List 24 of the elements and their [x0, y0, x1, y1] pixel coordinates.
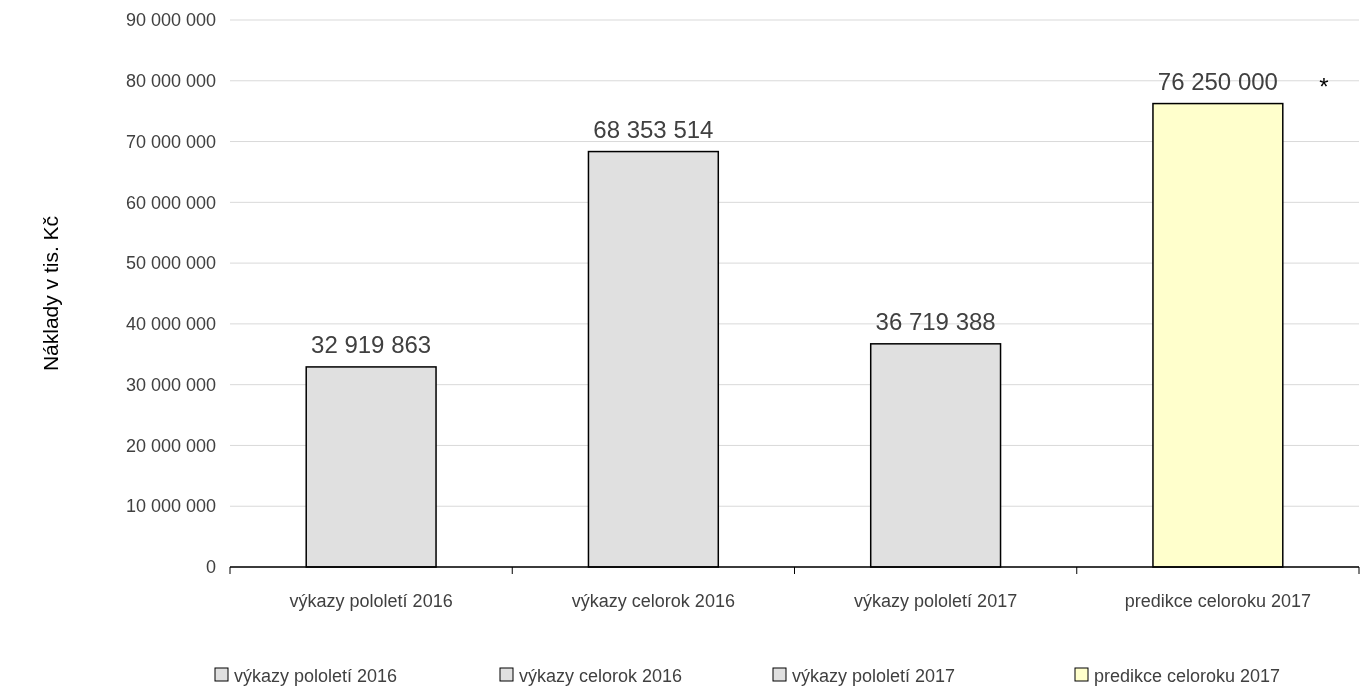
y-tick-label: 10 000 000 — [125, 496, 216, 517]
data-label: 32 919 863 — [311, 330, 432, 358]
x-tick-label: výkazy pololetí 2016 — [289, 591, 453, 611]
y-axis-title: Náklady v tis. Kč — [39, 215, 62, 372]
y-tick-label: 0 — [205, 557, 216, 578]
legend-label: výkazy pololetí 2016 — [234, 666, 398, 686]
y-tick-label: 80 000 000 — [125, 71, 216, 92]
data-label: 76 250 000 — [1157, 67, 1278, 95]
y-tick-label: 90 000 000 — [125, 10, 216, 31]
x-tick-label: výkazy celorok 2016 — [571, 591, 735, 611]
data-label: 36 719 388 — [875, 307, 996, 335]
data-label: 68 353 514 — [593, 115, 714, 143]
y-tick-label: 60 000 000 — [125, 192, 216, 213]
legend-label: výkazy celorok 2016 — [519, 666, 683, 686]
legend-label: výkazy pololetí 2017 — [792, 666, 956, 686]
x-tick-label: výkazy pololetí 2017 — [854, 591, 1018, 611]
y-tick-label: 30 000 000 — [125, 374, 216, 395]
legend-label: predikce celoroku 2017 — [1094, 666, 1281, 686]
x-tick-label: predikce celoroku 2017 — [1124, 591, 1311, 611]
y-tick-label: 40 000 000 — [125, 314, 216, 335]
annotation: * — [1319, 73, 1329, 100]
y-tick-label: 70 000 000 — [125, 131, 216, 152]
y-tick-label: 20 000 000 — [125, 435, 216, 456]
y-tick-label: 50 000 000 — [125, 253, 216, 274]
